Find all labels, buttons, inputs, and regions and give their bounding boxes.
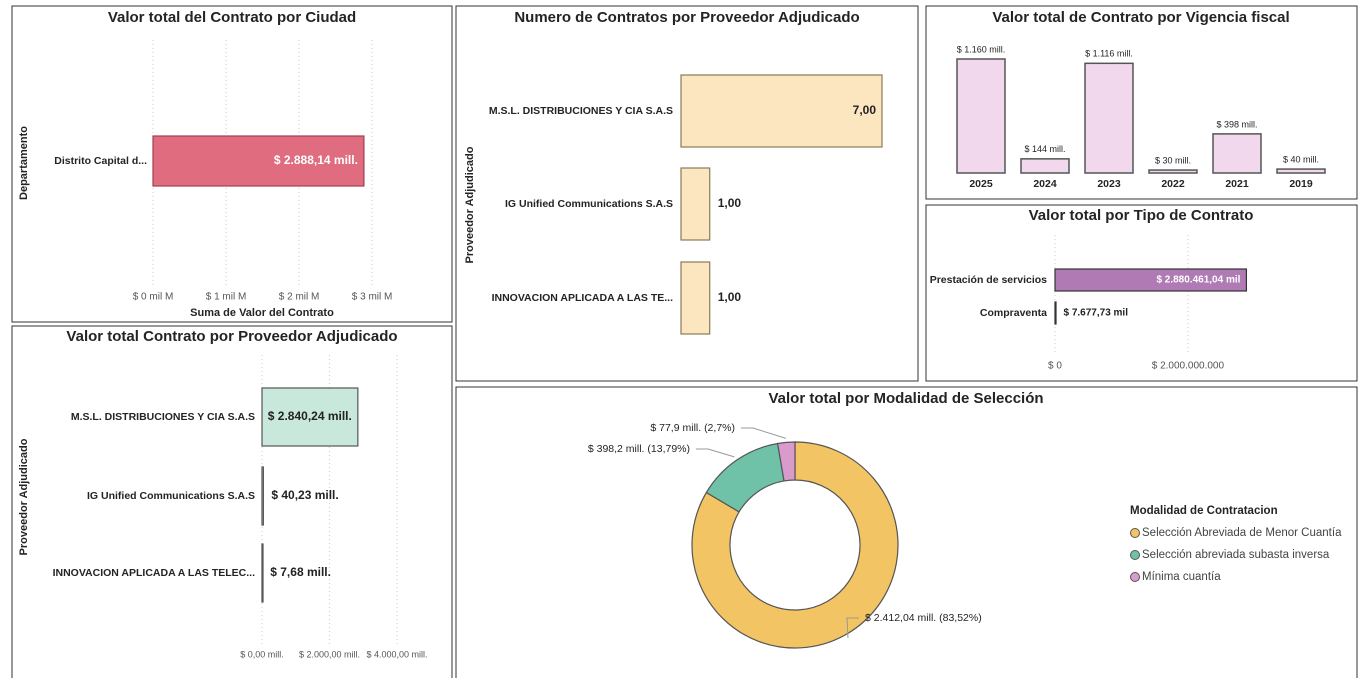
legend-label: Selección Abreviada de Menor Cuantía	[1142, 527, 1342, 539]
x-tick-label: 2023	[1097, 178, 1121, 190]
legend-label: Mínima cuantía	[1142, 571, 1221, 583]
y-tick-label: Distrito Capital d...	[54, 155, 147, 167]
chart-title: Valor total por Modalidad de Selección	[768, 390, 1043, 407]
bar	[1148, 169, 1198, 174]
y-tick-label: INNOVACION APLICADA A LAS TELEC...	[53, 567, 256, 579]
bar	[152, 135, 365, 187]
y-tick-label: Compraventa	[980, 307, 1047, 319]
x-tick-label: 2022	[1161, 178, 1185, 190]
y-tick-label: IG Unified Communications S.A.S	[505, 198, 673, 210]
panel	[455, 386, 1358, 678]
donut-slice	[776, 441, 796, 482]
bar	[1084, 62, 1134, 174]
donut-slice	[691, 441, 899, 649]
legend-marker	[1130, 528, 1140, 538]
y-tick-label: M.S.L. DISTRIBUCIONES Y CIA S.A.S	[489, 105, 673, 117]
y-tick-label: Prestación de servicios	[930, 274, 1047, 286]
x-axis-title: Suma de Valor del Contrato	[190, 307, 334, 319]
data-label: $ 40,23 mill.	[271, 488, 338, 502]
bar	[1020, 158, 1070, 174]
leader-line	[741, 427, 787, 439]
panel	[11, 325, 453, 678]
legend-label: Selección abreviada subasta inversa	[1142, 549, 1330, 561]
x-tick-label: $ 4.000,00 mill.	[366, 649, 427, 659]
bar	[1054, 268, 1248, 292]
data-label: $ 30 mill.	[1155, 155, 1191, 165]
data-label: $ 1.160 mill.	[957, 44, 1006, 54]
data-label: $ 144 mill.	[1024, 144, 1065, 154]
x-tick-label: $ 2.000,00 mill.	[299, 649, 360, 659]
data-label: $ 77,9 mill. (2,7%)	[650, 422, 735, 434]
legend-marker	[1130, 572, 1140, 582]
data-label: $ 2.888,14 mill.	[274, 153, 358, 167]
y-axis-title: Proveedor Adjudicado	[18, 438, 30, 555]
x-tick-label: $ 0 mil M	[133, 292, 174, 303]
x-tick-label: $ 2 mil M	[279, 292, 320, 303]
bar	[1054, 301, 1057, 325]
chart-title: Valor total del Contrato por Ciudad	[108, 9, 356, 26]
chart-title: Numero de Contratos por Proveedor Adjudi…	[514, 9, 859, 26]
bar	[680, 167, 711, 241]
x-tick-label: $ 0,00 mill.	[240, 649, 284, 659]
leader-line	[846, 617, 859, 638]
data-label: $ 40 mill.	[1283, 154, 1319, 164]
data-label: $ 7,68 mill.	[270, 565, 331, 579]
data-label: 1,00	[718, 196, 742, 210]
chart-title: Valor total de Contrato por Vigencia fis…	[992, 9, 1289, 26]
bar	[261, 466, 264, 526]
leader-line	[696, 448, 735, 458]
data-label: 1,00	[718, 290, 742, 304]
x-tick-label: 2021	[1225, 178, 1249, 190]
x-tick-label: $ 2.000.000.000	[1152, 361, 1225, 372]
x-tick-label: $ 3 mil M	[352, 292, 393, 303]
y-axis-title: Proveedor Adjudicado	[464, 146, 476, 263]
x-tick-label: 2019	[1289, 178, 1313, 190]
bar	[1276, 168, 1326, 174]
bar	[680, 74, 883, 148]
data-label: $ 2.840,24 mill.	[268, 409, 352, 423]
data-label: $ 2.412,04 mill. (83,52%)	[865, 612, 982, 624]
y-tick-label: INNOVACION APLICADA A LAS TE...	[492, 292, 674, 304]
bar	[680, 261, 711, 335]
x-tick-label: $ 0	[1048, 361, 1062, 372]
x-tick-label: 2025	[969, 178, 993, 190]
data-label: $ 398 mill.	[1216, 119, 1257, 129]
y-tick-label: M.S.L. DISTRIBUCIONES Y CIA S.A.S	[71, 411, 255, 423]
y-tick-label: IG Unified Communications S.A.S	[87, 490, 255, 502]
data-label: $ 1.116 mill.	[1085, 49, 1133, 59]
x-tick-label: 2024	[1033, 178, 1057, 190]
data-label: 7,00	[853, 103, 877, 117]
y-axis-title: Departamento	[18, 126, 30, 200]
bar	[1212, 133, 1262, 174]
chart-title: Valor total por Tipo de Contrato	[1029, 207, 1254, 224]
data-label: $ 398,2 mill. (13,79%)	[588, 443, 690, 455]
bar	[261, 387, 359, 447]
data-label: $ 2.880.461,04 mil	[1156, 275, 1240, 286]
legend-title: Modalidad de Contratacion	[1130, 505, 1278, 517]
bar	[956, 58, 1006, 174]
data-label: $ 7.677,73 mil	[1064, 308, 1129, 319]
legend-marker	[1130, 550, 1140, 560]
panel	[925, 204, 1358, 382]
chart-title: Valor total Contrato por Proveedor Adjud…	[66, 328, 397, 345]
x-tick-label: $ 1 mil M	[206, 292, 247, 303]
bar	[261, 543, 264, 603]
